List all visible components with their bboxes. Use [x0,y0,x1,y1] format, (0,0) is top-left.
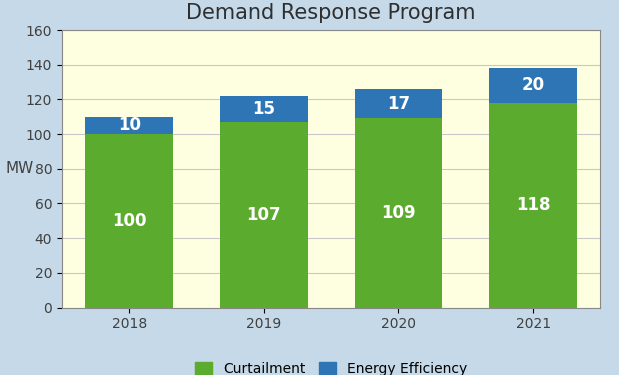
Text: 15: 15 [253,100,275,118]
Bar [490,68,577,103]
Y-axis label: MW: MW [6,161,34,176]
Title: Demand Response Program: Demand Response Program [186,3,476,23]
Text: 100: 100 [112,212,147,230]
Text: 118: 118 [516,196,550,214]
Bar [85,117,173,134]
Bar [355,89,442,118]
Bar [220,96,308,122]
Text: 20: 20 [522,76,545,94]
Bar [85,134,173,308]
Text: 107: 107 [246,206,281,224]
Legend: Curtailment, Energy Efficiency: Curtailment, Energy Efficiency [189,356,473,375]
Bar [220,122,308,308]
Text: 109: 109 [381,204,416,222]
Text: 17: 17 [387,95,410,113]
Bar [490,103,577,308]
Text: 10: 10 [118,116,141,134]
Bar [355,118,442,308]
